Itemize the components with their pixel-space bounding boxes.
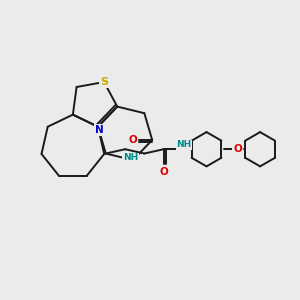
Text: O: O bbox=[159, 167, 168, 177]
Text: NH: NH bbox=[176, 140, 192, 149]
Text: O: O bbox=[128, 135, 137, 145]
Text: O: O bbox=[233, 144, 242, 154]
Text: S: S bbox=[100, 77, 108, 87]
Text: NH: NH bbox=[123, 154, 138, 163]
Text: N: N bbox=[95, 125, 103, 135]
